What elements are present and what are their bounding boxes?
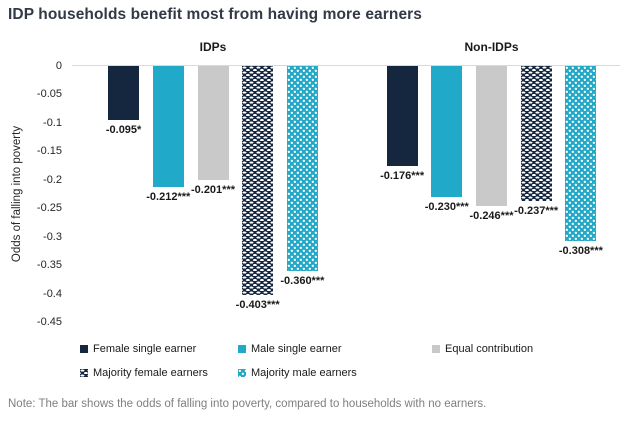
legend-marker-navy-icon	[80, 345, 88, 353]
legend-marker-teal-icon	[238, 345, 246, 353]
bar-pattern-navy-group2	[520, 66, 552, 201]
legend-item-teal: Male single earner	[238, 343, 342, 355]
bar-value-label: -0.201***	[190, 184, 236, 197]
group-label-idps: IDPs	[199, 40, 227, 54]
bar-value-label: -0.176***	[380, 170, 425, 183]
legend-label: Majority male earners	[251, 367, 357, 379]
legend-marker-pattern-navy-icon	[80, 369, 88, 377]
legend-item-pattern-teal: Majority male earners	[238, 367, 357, 379]
bar-pattern-teal-group2	[565, 66, 597, 242]
y-tick-label: -0.45	[36, 316, 62, 328]
y-tick-label: -0.4	[43, 287, 62, 300]
y-tick-label: -0.1	[43, 116, 62, 129]
bar-value-label: -0.360***	[280, 274, 325, 287]
bar-navy-group1	[108, 66, 140, 121]
y-tick-label: -0.05	[36, 88, 62, 101]
bar-pattern-teal-group1	[286, 66, 318, 271]
legend-label: Female single earner	[93, 343, 197, 355]
y-tick-label: -0.25	[36, 202, 62, 215]
bar-value-label: -0.246***	[469, 209, 514, 222]
bar-teal-group1	[152, 66, 184, 187]
y-tick-label: -0.3	[43, 230, 62, 243]
legend-item-pattern-navy: Majority female earners	[80, 367, 208, 379]
bar-value-label: -0.212***	[146, 190, 191, 203]
y-tick-label: 0	[55, 60, 62, 72]
legend-label: Male single earner	[251, 343, 342, 355]
legend-marker-gray-icon	[432, 345, 440, 353]
legend-item-navy: Female single earner	[80, 343, 196, 355]
y-tick-label: -0.2	[43, 173, 62, 186]
y-tick-label: -0.35	[36, 259, 62, 272]
legend-marker-pattern-teal-icon	[238, 369, 246, 377]
bar-navy-group2	[386, 66, 418, 167]
bar-pattern-navy-group1	[242, 66, 274, 296]
chart-title: IDP households benefit most from having …	[8, 6, 423, 23]
legend-item-gray: Equal contribution	[432, 343, 533, 355]
y-tick-label: -0.15	[36, 145, 62, 158]
bar-value-label: -0.308***	[558, 245, 603, 258]
bar-value-label: -0.095*	[105, 124, 142, 137]
legend-label: Majority female earners	[93, 367, 208, 379]
chart-note: Note: The bar shows the odds of falling …	[8, 398, 487, 410]
bar-gray-group1	[197, 66, 229, 181]
bar-value-label: -0.237***	[514, 204, 559, 217]
zero-axis-line	[72, 65, 620, 66]
group-label-non-idps: Non-IDPs	[464, 40, 519, 54]
bar-teal-group2	[431, 66, 463, 197]
bar-value-label: -0.230***	[424, 200, 469, 213]
bar-value-label: -0.403***	[235, 299, 280, 312]
legend-label: Equal contribution	[445, 343, 534, 355]
bar-gray-group2	[476, 66, 507, 206]
